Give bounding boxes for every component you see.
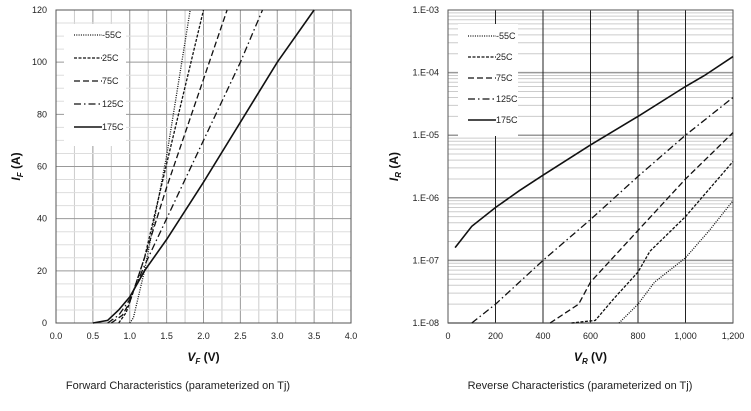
y-axis-label-main: I xyxy=(9,177,23,181)
y-tick-label: 40 xyxy=(37,214,47,224)
series-line-125C xyxy=(471,96,734,324)
y-axis-label-unit: (A) xyxy=(9,152,23,172)
y-axis-label-main: I xyxy=(387,177,401,181)
x-axis-label-sub: R xyxy=(582,357,588,366)
x-tick-label: 400 xyxy=(535,331,550,341)
series-line-25C xyxy=(571,161,734,324)
x-tick-label: 3.5 xyxy=(308,331,321,341)
legend-label: 75C xyxy=(102,76,119,86)
series-line-75C xyxy=(110,9,228,324)
y-tick-label: 20 xyxy=(37,266,47,276)
series-line-125C xyxy=(107,9,264,324)
y-tick-label: 1.E-07 xyxy=(412,255,439,265)
x-tick-label: 4.0 xyxy=(345,331,358,341)
chart-caption: Forward Characteristics (parameterized o… xyxy=(66,380,290,392)
series-line-25C xyxy=(118,9,205,324)
legend-background xyxy=(64,24,126,146)
x-axis-label: VR (V) xyxy=(574,350,607,366)
legend: -55C 25C 75C 125C 175C xyxy=(64,24,126,146)
legend-label: 25C xyxy=(102,53,119,63)
x-tick-label: 200 xyxy=(488,331,503,341)
legend-label: 25C xyxy=(496,52,513,62)
series-line--55C xyxy=(129,9,191,324)
legend-label: 125C xyxy=(496,94,518,104)
x-axis-label-unit: (V) xyxy=(200,350,219,364)
legend-label: -55C xyxy=(102,30,122,40)
y-tick-label: 1.E-05 xyxy=(412,130,439,140)
series-line-175C xyxy=(454,55,734,249)
chart-1: 0.0 0.5 1.0 1.5 2.0 2.5 3.0 3.5 4.0 0 20 40 60 80 100 1… xyxy=(9,5,357,392)
x-tick-label: 0 xyxy=(445,331,450,341)
series-line-75C xyxy=(549,132,734,324)
x-axis-label: VF (V) xyxy=(187,350,219,366)
y-tick-label: 1.E-04 xyxy=(412,68,439,78)
x-tick-label: 1,000 xyxy=(674,331,697,341)
plot-frame xyxy=(447,9,734,324)
x-tick-label: 0.5 xyxy=(87,331,100,341)
y-axis-label: IR (A) xyxy=(387,152,403,181)
y-axis-label-sub: R xyxy=(394,172,403,178)
x-tick-label: 800 xyxy=(630,331,645,341)
x-tick-label: 600 xyxy=(583,331,598,341)
x-tick-label: 2.5 xyxy=(234,331,247,341)
legend: -55C 25C 75C 125C 175C xyxy=(458,24,518,136)
x-tick-label: 2.0 xyxy=(197,331,210,341)
y-axis-label-sub: F xyxy=(16,171,25,177)
legend-label: 175C xyxy=(102,122,124,132)
chart-caption: Reverse Characteristics (parameterized o… xyxy=(468,380,693,392)
y-tick-label: 80 xyxy=(37,109,47,119)
y-axis-label: IF (A) xyxy=(9,152,25,180)
x-tick-label: 1.0 xyxy=(123,331,136,341)
y-tick-label: 100 xyxy=(32,57,47,67)
x-tick-label: 1,200 xyxy=(722,331,745,341)
y-tick-label: 1.E-06 xyxy=(412,193,439,203)
x-tick-label: 0.0 xyxy=(50,331,63,341)
x-axis-label-main: V xyxy=(574,350,583,364)
legend-label: -55C xyxy=(496,31,516,41)
y-tick-label: 60 xyxy=(37,162,47,172)
x-tick-label: 3.0 xyxy=(271,331,284,341)
x-axis-label-main: V xyxy=(187,350,196,364)
series-line-175C xyxy=(92,9,315,324)
x-tick-label: 1.5 xyxy=(160,331,173,341)
legend-background xyxy=(458,24,518,136)
y-tick-label: 1.E-03 xyxy=(412,5,439,15)
legend-label: 75C xyxy=(496,73,513,83)
x-axis-label-unit: (V) xyxy=(588,350,607,364)
y-tick-label: 120 xyxy=(32,5,47,15)
legend-label: 175C xyxy=(496,115,518,125)
chart-2: 0 200 400 600 800 1,000 1,200 1.E-08 1.E-07 1.E-0… xyxy=(387,5,744,392)
y-axis-label-unit: (A) xyxy=(387,152,401,172)
series-line--55C xyxy=(618,200,734,324)
legend-label: 125C xyxy=(102,99,124,109)
x-axis-label-sub: F xyxy=(195,357,201,366)
y-tick-label: 1.E-08 xyxy=(412,318,439,328)
y-tick-label: 0 xyxy=(42,318,47,328)
